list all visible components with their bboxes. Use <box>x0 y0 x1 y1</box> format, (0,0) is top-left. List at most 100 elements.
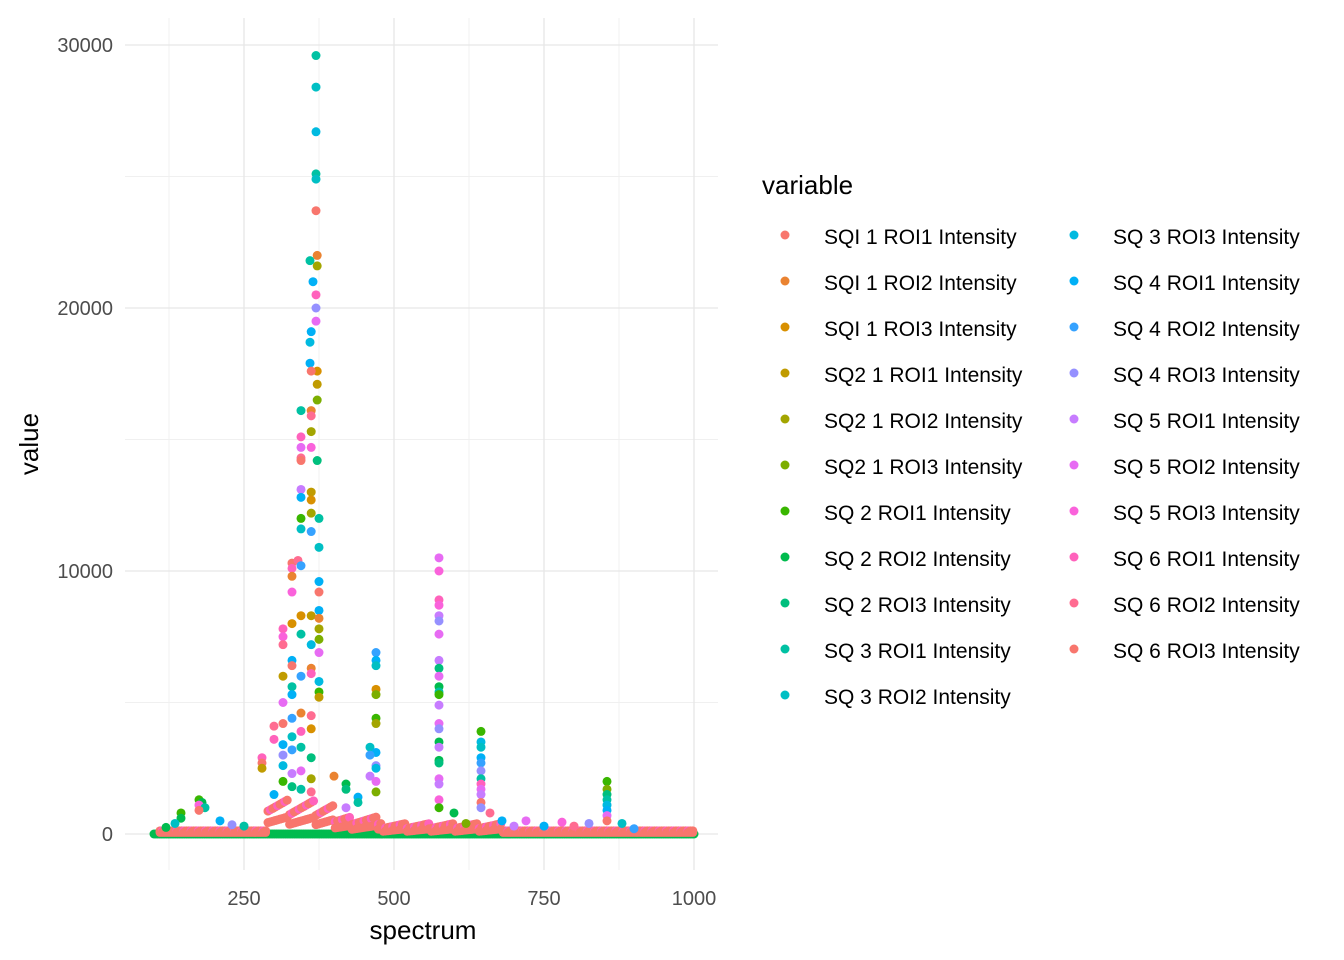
data-point <box>278 776 288 786</box>
legend-key <box>1069 276 1079 286</box>
data-point <box>688 827 698 837</box>
data-point <box>306 487 316 497</box>
data-point <box>176 813 186 823</box>
data-point <box>476 758 486 768</box>
data-point <box>305 256 315 266</box>
data-point <box>371 690 381 700</box>
data-point <box>314 692 324 702</box>
data-point <box>569 821 579 831</box>
data-point <box>434 553 444 563</box>
data-point <box>314 577 324 587</box>
data-point <box>306 495 316 505</box>
data-point <box>296 513 306 523</box>
data-point <box>434 700 444 710</box>
legend-label: SQ2 1 ROI3 Intensity <box>824 456 1023 479</box>
legend-key <box>1069 598 1079 608</box>
baseline-points <box>149 795 699 839</box>
y-tick-label: 10000 <box>57 561 113 583</box>
data-point <box>296 766 306 776</box>
y-tick-label: 30000 <box>57 35 113 57</box>
legend-item: SQI 1 ROI2 Intensity <box>780 272 1017 295</box>
data-point <box>314 676 324 686</box>
data-point <box>194 805 204 815</box>
data-point <box>296 708 306 718</box>
data-point <box>261 827 271 837</box>
data-point <box>365 742 375 752</box>
data-point <box>449 808 459 818</box>
data-point <box>269 721 279 731</box>
legend-item: SQ 6 ROI3 Intensity <box>1069 640 1300 663</box>
data-point <box>296 611 306 621</box>
data-point <box>287 782 297 792</box>
data-point <box>312 250 322 260</box>
data-point <box>485 808 495 818</box>
data-point <box>306 753 316 763</box>
legend-item: SQ 3 ROI1 Intensity <box>780 640 1011 663</box>
data-point <box>557 817 567 827</box>
legend-label: SQ 3 ROI2 Intensity <box>824 686 1011 709</box>
legend-label: SQ 6 ROI1 Intensity <box>1113 548 1300 571</box>
legend: SQI 1 ROI1 Intensity SQI 1 ROI2 Intensity… <box>780 226 1300 709</box>
legend-key <box>780 506 790 516</box>
data-point <box>312 379 322 389</box>
data-point <box>371 763 381 773</box>
data-point <box>434 629 444 639</box>
data-point <box>308 277 318 287</box>
y-axis-title: value <box>14 413 44 475</box>
data-point <box>278 624 288 634</box>
legend-label: SQ 4 ROI2 Intensity <box>1113 318 1300 341</box>
data-point <box>434 795 444 805</box>
data-point <box>314 587 324 597</box>
data-point <box>434 566 444 576</box>
legend-label: SQ 5 ROI1 Intensity <box>1113 410 1300 433</box>
data-point <box>287 682 297 692</box>
data-point <box>215 816 225 826</box>
legend-key <box>780 368 790 378</box>
y-tick-label: 20000 <box>57 298 113 320</box>
data-point <box>282 795 292 805</box>
legend-label: SQ 5 ROI2 Intensity <box>1113 456 1300 479</box>
data-point <box>309 796 319 806</box>
data-point <box>434 803 444 813</box>
legend-label: SQI 1 ROI1 Intensity <box>824 226 1017 249</box>
legend-label: SQ2 1 ROI1 Intensity <box>824 364 1023 387</box>
data-point <box>341 784 351 794</box>
data-point <box>434 600 444 610</box>
data-point <box>306 611 316 621</box>
data-point <box>306 787 316 797</box>
legend-item: SQ2 1 ROI2 Intensity <box>780 410 1023 433</box>
data-point <box>434 663 444 673</box>
data-point <box>371 812 381 822</box>
data-point <box>365 750 375 760</box>
legend-key <box>1069 322 1079 332</box>
data-point <box>296 406 306 416</box>
data-point <box>287 571 297 581</box>
data-point <box>434 758 444 768</box>
data-point <box>239 821 249 831</box>
data-point <box>434 779 444 789</box>
data-point <box>311 127 321 137</box>
legend-key <box>780 598 790 608</box>
legend-item: SQ2 1 ROI3 Intensity <box>780 456 1023 479</box>
legend-label: SQ 4 ROI1 Intensity <box>1113 272 1300 295</box>
legend-key <box>1069 644 1079 654</box>
data-point <box>434 616 444 626</box>
legend-label: SQ 2 ROI1 Intensity <box>824 502 1011 525</box>
data-point <box>497 816 507 826</box>
legend-label: SQI 1 ROI3 Intensity <box>824 318 1017 341</box>
data-point <box>278 698 288 707</box>
legend-key <box>780 230 790 240</box>
data-point <box>311 303 321 313</box>
legend-key <box>1069 460 1079 470</box>
legend-label: SQ2 1 ROI2 Intensity <box>824 410 1023 433</box>
legend-item: SQ 5 ROI2 Intensity <box>1069 456 1300 479</box>
data-point <box>170 818 180 828</box>
data-point <box>311 174 321 184</box>
data-point <box>521 816 531 826</box>
legend-label: SQ 5 ROI3 Intensity <box>1113 502 1300 525</box>
data-point <box>311 82 321 92</box>
data-point <box>306 366 316 376</box>
legend-item: SQ 3 ROI2 Intensity <box>780 686 1011 709</box>
legend-item: SQ 6 ROI2 Intensity <box>1069 594 1300 617</box>
